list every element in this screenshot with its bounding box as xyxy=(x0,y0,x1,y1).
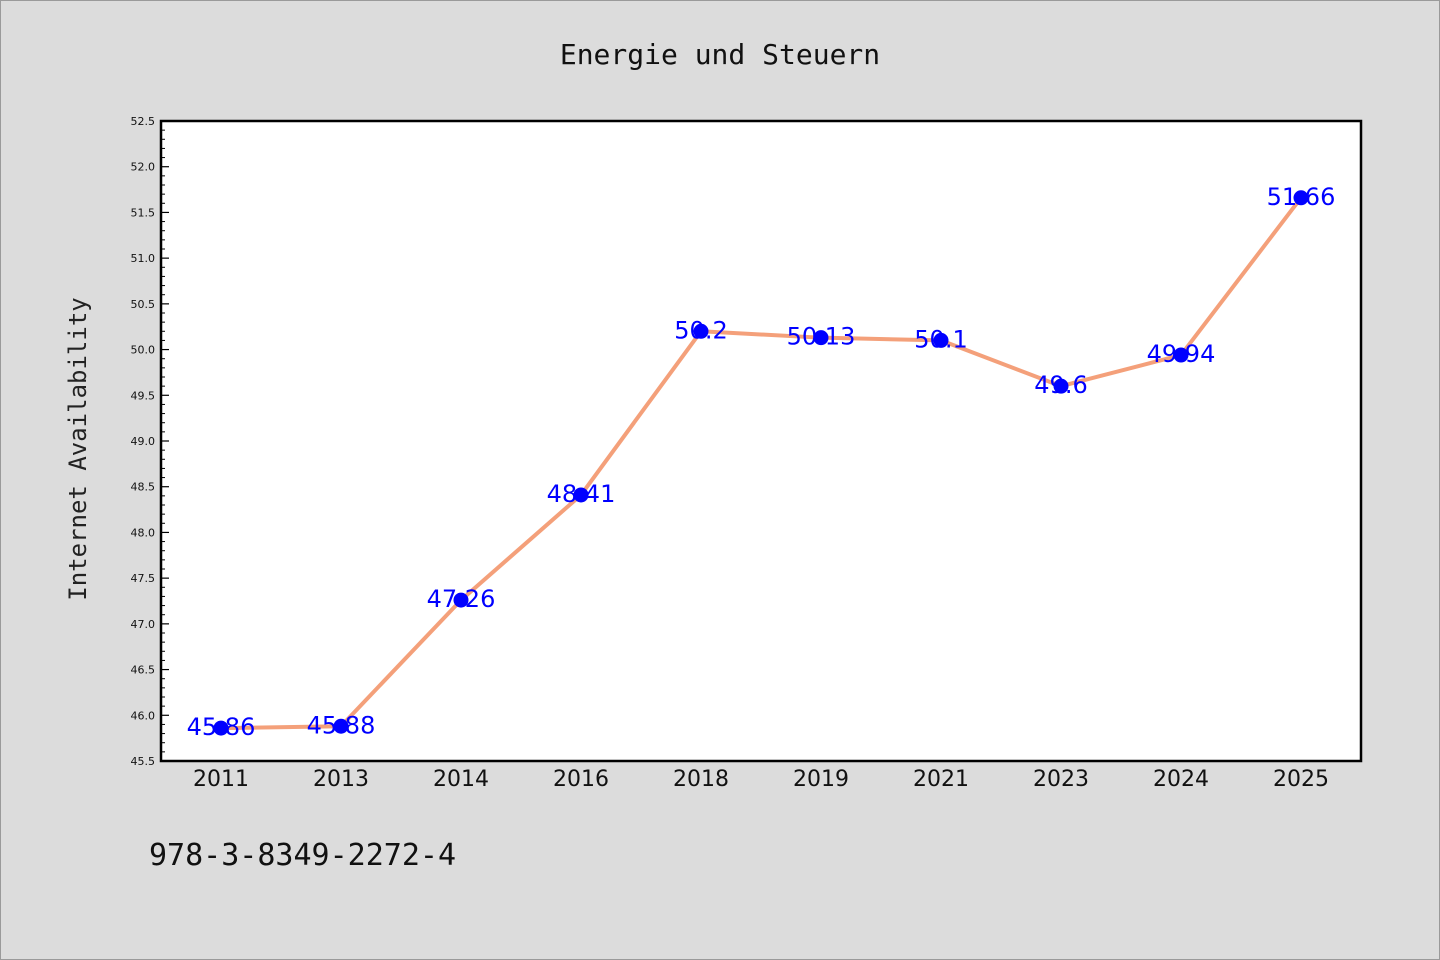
x-tick-label: 2024 xyxy=(1153,767,1209,792)
y-axis-label: Internet Availability xyxy=(64,297,92,600)
y-tick-label: 50.0 xyxy=(131,344,156,357)
x-tick-label: 2013 xyxy=(313,767,369,792)
data-label: 49.6 xyxy=(1034,371,1087,399)
data-point xyxy=(1173,347,1189,363)
data-point xyxy=(213,720,229,736)
data-point xyxy=(933,332,949,348)
y-tick-label: 50.5 xyxy=(131,298,156,311)
isbn-annotation: 978-3-8349-2272-4 xyxy=(149,838,456,873)
y-tick-label: 48.5 xyxy=(131,481,156,494)
y-tick-label: 49.5 xyxy=(131,389,156,402)
x-tick-label: 2023 xyxy=(1033,767,1089,792)
x-tick-label: 2016 xyxy=(553,767,609,792)
data-label: 50.2 xyxy=(674,316,727,344)
y-tick-label: 47.0 xyxy=(131,618,156,631)
data-point xyxy=(813,330,829,346)
x-tick-label: 2014 xyxy=(433,767,489,792)
chart-title: Energie und Steuern xyxy=(560,38,880,71)
y-axis: 45.5 46.0 46.5 47.0 47.5 48.0 48.5 49.0 49.5 50.0… xyxy=(131,115,169,768)
data-label: 48.41 xyxy=(547,480,616,508)
x-tick-label: 2025 xyxy=(1273,767,1329,792)
series-line xyxy=(220,196,1303,731)
data-label: 45.88 xyxy=(307,711,376,739)
y-tick-label: 51.5 xyxy=(131,206,156,219)
data-point xyxy=(333,718,349,734)
x-tick-label: 2018 xyxy=(673,767,729,792)
y-tick-label: 51.0 xyxy=(131,252,156,265)
series-group xyxy=(213,190,1309,736)
data-label: 49.94 xyxy=(1147,340,1216,368)
y-tick-label: 46.0 xyxy=(131,709,156,722)
y-tick-label: 45.5 xyxy=(131,755,156,768)
x-axis: 2011 2013 2014 2016 2018 2019 2021 2023 2024 2025 xyxy=(193,767,1329,792)
data-labels: 45.86 45.88 47.26 48.41 50.2 50.13 50.1 49.6 49.… xyxy=(187,183,1336,741)
data-point xyxy=(453,592,469,608)
x-tick-label: 2011 xyxy=(193,767,249,792)
x-tick-label: 2019 xyxy=(793,767,849,792)
data-point xyxy=(1293,190,1309,206)
data-label: 50.1 xyxy=(914,325,967,353)
data-label: 51.66 xyxy=(1267,183,1336,211)
y-tick-label: 52.0 xyxy=(131,161,156,174)
data-label: 50.13 xyxy=(787,323,856,351)
y-tick-label: 48.0 xyxy=(131,526,156,539)
y-tick-label: 46.5 xyxy=(131,664,156,677)
data-point xyxy=(573,487,589,503)
y-tick-label: 52.5 xyxy=(131,115,156,128)
y-tick-label: 47.5 xyxy=(131,572,156,585)
data-point xyxy=(693,323,709,339)
data-label: 45.86 xyxy=(187,713,256,741)
data-label: 47.26 xyxy=(427,585,496,613)
data-point xyxy=(1053,378,1069,394)
x-tick-label: 2021 xyxy=(913,767,969,792)
y-tick-label: 49.0 xyxy=(131,435,156,448)
plot-area xyxy=(159,119,1363,763)
